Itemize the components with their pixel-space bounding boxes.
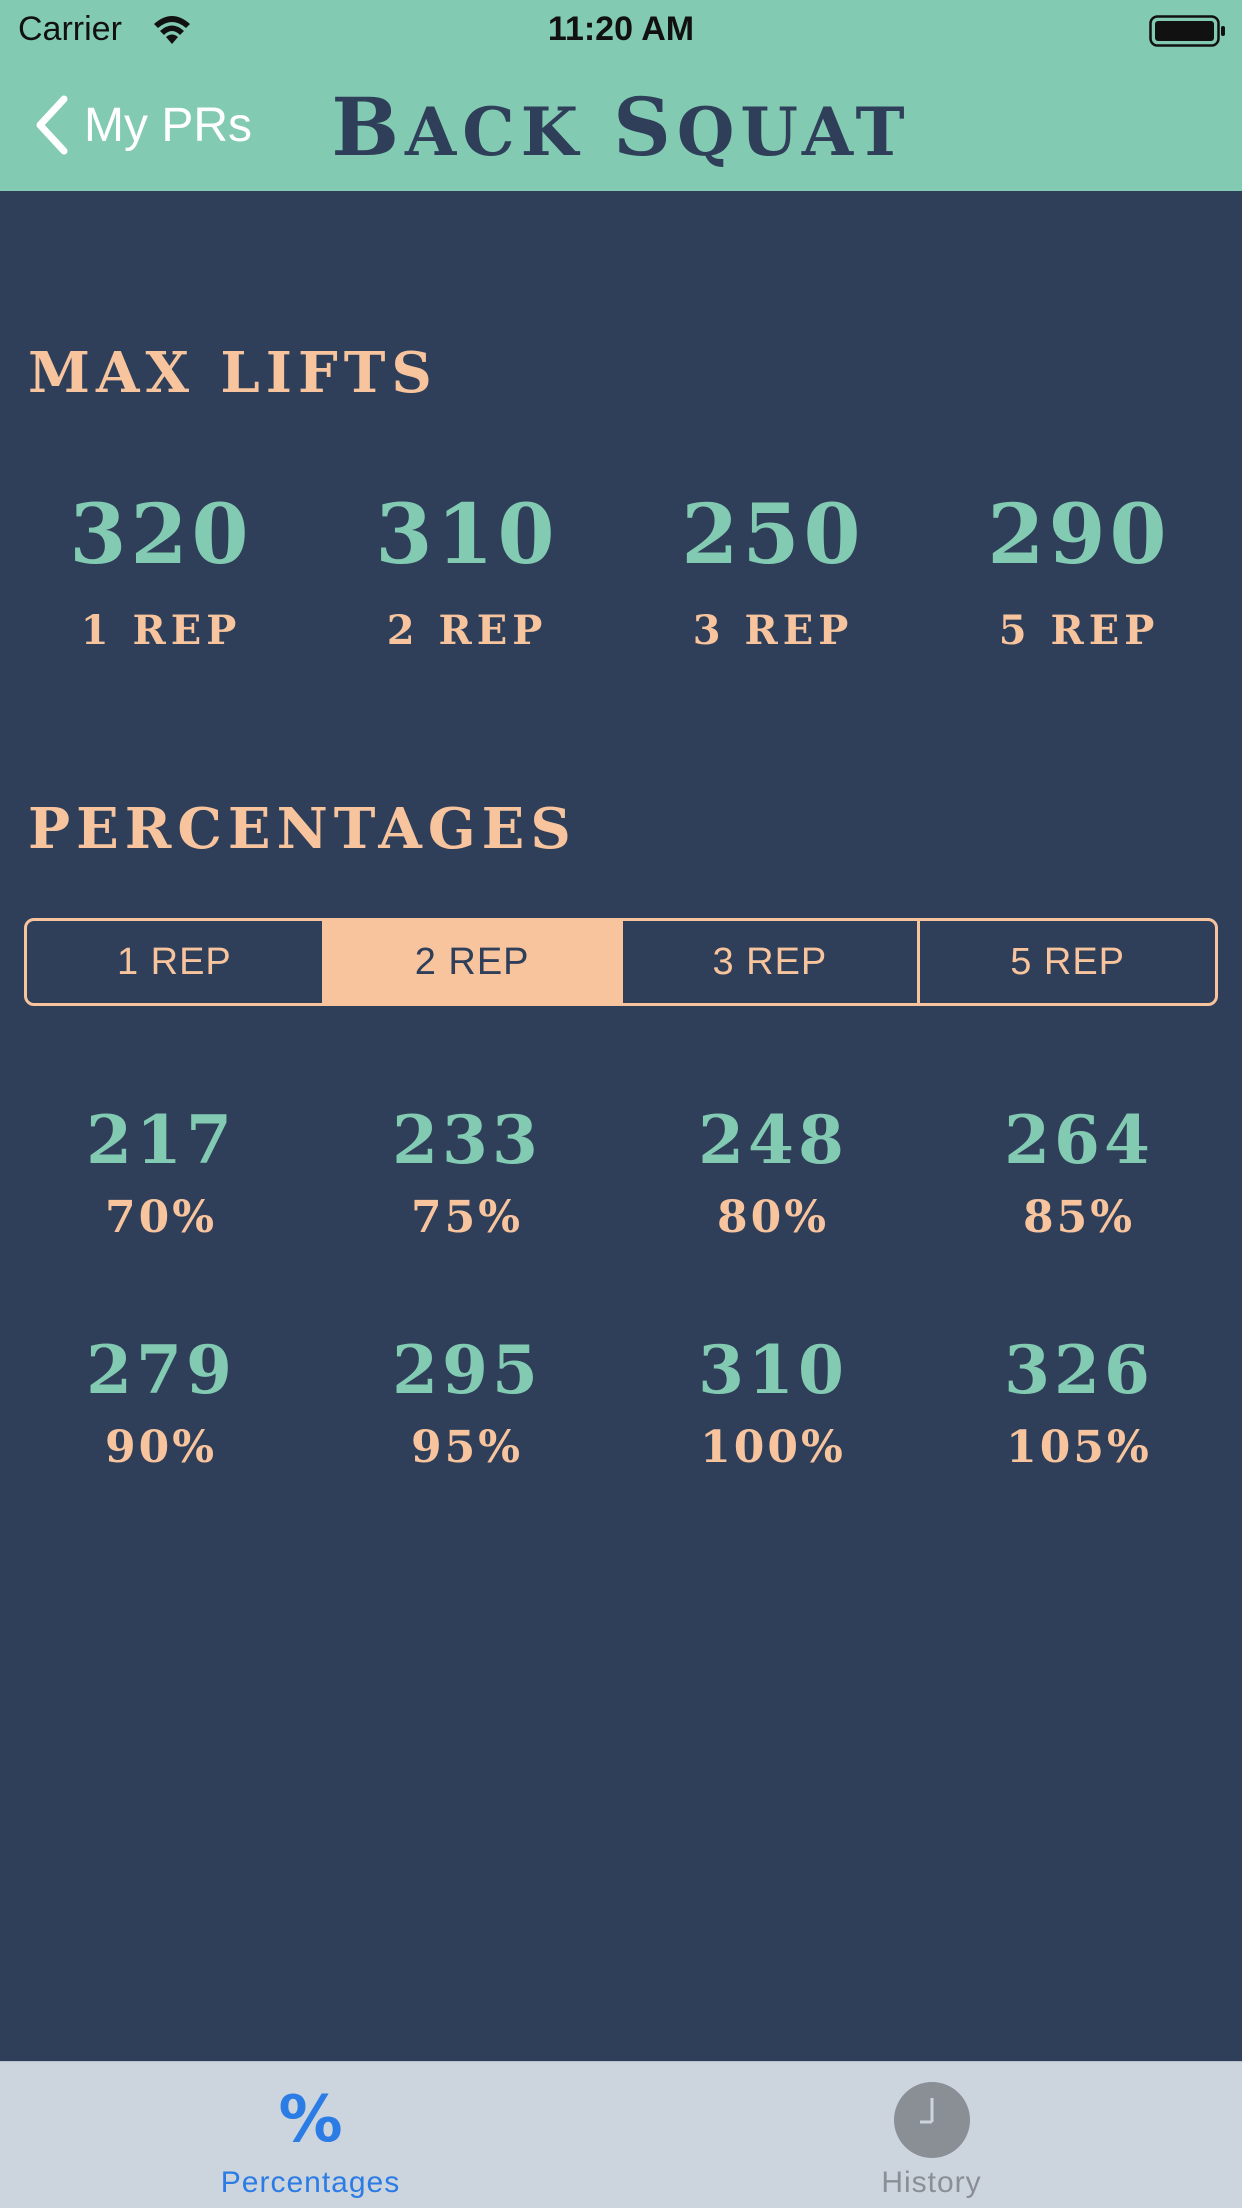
back-button-label: My PRs xyxy=(84,98,252,152)
wifi-icon xyxy=(154,16,190,44)
title-initial-s: S xyxy=(613,80,677,174)
percentage-weight: 310 xyxy=(698,1331,848,1409)
percentage-row: 279 90% 295 95% 310 100% 326 105% xyxy=(0,1334,1242,1474)
percentage-weight: 279 xyxy=(86,1331,236,1409)
percentage-label: 95% xyxy=(410,1422,524,1473)
back-button[interactable]: My PRs xyxy=(30,90,252,160)
top-bar: Carrier 11:20 AM My PRs Back Squat xyxy=(0,0,1242,191)
percentage-label: 105% xyxy=(1006,1422,1152,1473)
tab-bar: % Percentages History xyxy=(0,2061,1242,2208)
percentage-item: 279 90% xyxy=(8,1334,314,1474)
percentages-header: PERCENTAGES xyxy=(28,796,577,862)
max-lift-item: 310 2 REP xyxy=(314,490,620,656)
percentage-weight: 264 xyxy=(1004,1101,1154,1179)
max-lift-value: 250 xyxy=(681,487,865,583)
percentage-weight: 217 xyxy=(86,1101,236,1179)
percentage-item: 217 70% xyxy=(8,1104,314,1244)
max-lift-value: 290 xyxy=(987,487,1171,583)
percentage-item: 310 100% xyxy=(620,1334,926,1474)
percentage-item: 264 85% xyxy=(926,1104,1232,1244)
carrier-label: Carrier xyxy=(18,10,122,48)
title-initial-b: B xyxy=(331,80,405,174)
segment-2-rep[interactable]: 2 REP xyxy=(324,921,623,1003)
title-rest-ack: ack xyxy=(405,93,585,171)
tab-label: Percentages xyxy=(220,2166,401,2199)
percentage-label: 85% xyxy=(1022,1192,1136,1243)
percentage-item: 326 105% xyxy=(926,1334,1232,1474)
max-lift-label: 3 REP xyxy=(692,607,854,654)
percentage-weight: 326 xyxy=(1004,1331,1154,1409)
max-lift-label: 5 REP xyxy=(998,607,1160,654)
max-lift-label: 1 REP xyxy=(80,607,242,654)
percentage-row: 217 70% 233 75% 248 80% 264 85% xyxy=(0,1104,1242,1244)
segment-5-rep[interactable]: 5 REP xyxy=(1010,940,1126,983)
title-rest-quat: quat xyxy=(676,93,911,171)
percentage-weight: 248 xyxy=(698,1101,848,1179)
max-lifts-header: MAX LIFTS xyxy=(28,340,438,406)
status-bar: Carrier 11:20 AM xyxy=(0,0,1242,60)
tab-label: History xyxy=(881,2166,982,2199)
chevron-left-icon xyxy=(36,95,68,155)
tab-history[interactable]: History xyxy=(621,2062,1242,2208)
percent-icon: % xyxy=(278,2083,343,2157)
navigation-bar: My PRs Back Squat xyxy=(0,60,1242,191)
percentage-label: 75% xyxy=(410,1192,524,1243)
max-lifts-row: 320 1 REP 310 2 REP 250 3 REP 290 5 REP xyxy=(0,490,1242,656)
max-lift-item: 320 1 REP xyxy=(8,490,314,656)
percentage-weight: 295 xyxy=(392,1331,542,1409)
max-lift-item: 290 5 REP xyxy=(926,490,1232,656)
percentage-item: 233 75% xyxy=(314,1104,620,1244)
clock-icon xyxy=(893,2082,970,2158)
percentage-label: 80% xyxy=(716,1192,830,1243)
max-lift-value: 310 xyxy=(375,487,559,583)
page-title: Back Squat xyxy=(0,80,1242,174)
rep-segmented-control: 1 REP 2 REP 3 REP 5 REP xyxy=(24,918,1218,1006)
max-lift-item: 250 3 REP xyxy=(620,490,926,656)
max-lift-value: 320 xyxy=(69,487,253,583)
max-lift-label: 2 REP xyxy=(386,607,548,654)
percentage-item: 295 95% xyxy=(314,1334,620,1474)
segment-3-rep[interactable]: 3 REP xyxy=(623,921,921,1003)
tab-percentages[interactable]: % Percentages xyxy=(0,2062,621,2208)
percentage-label: 100% xyxy=(700,1422,846,1473)
percentage-label: 90% xyxy=(104,1422,218,1473)
segment-1-rep[interactable]: 1 REP xyxy=(27,921,325,1003)
percentage-label: 70% xyxy=(104,1192,218,1243)
battery-icon xyxy=(1149,15,1225,47)
percentage-weight: 233 xyxy=(392,1101,542,1179)
status-time: 11:20 AM xyxy=(547,10,695,48)
percentage-item: 248 80% xyxy=(620,1104,926,1244)
